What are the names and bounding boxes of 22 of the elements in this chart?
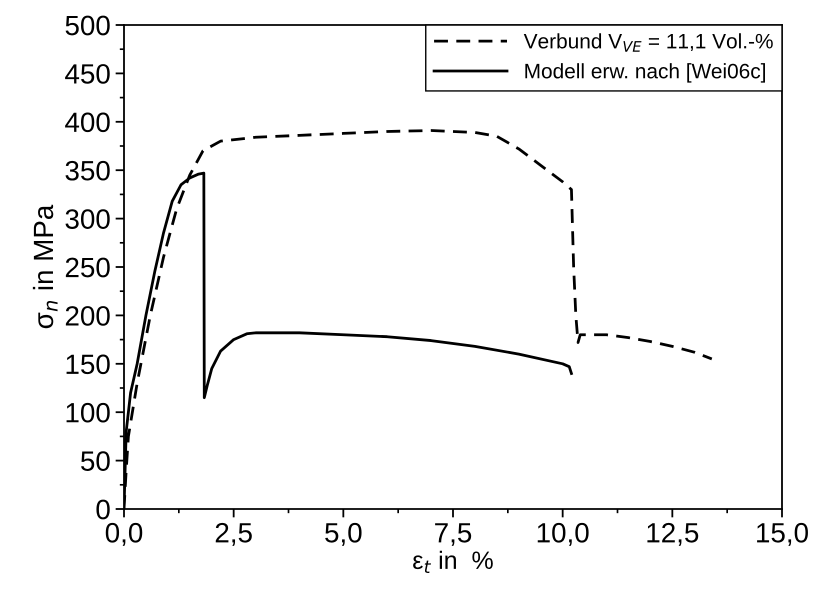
y-tick-label: 450 (65, 64, 110, 84)
y-tick-label: 150 (66, 354, 110, 374)
x-tick-label: 5,0 (325, 522, 362, 546)
x-tick-label: 7,5 (435, 523, 472, 546)
y-tick-label: 50 (81, 451, 110, 471)
x-tick-label: 10,0 (538, 522, 589, 546)
y-axis-title: σ$_{n}$ in MPa (32, 204, 58, 328)
x-tick-label: 15,0 (757, 522, 808, 546)
y-tick-label: 100 (66, 402, 110, 423)
legend-label: Modell erw. nach [Wei06c] (525, 63, 765, 83)
y-tick-label: 0 (96, 500, 110, 520)
y-tick-label: 500 (66, 16, 110, 36)
x-tick-label: 2,5 (216, 522, 252, 546)
legend-label: Verbund V$_{VE}$ = 11,1 Vol.-% (524, 33, 773, 52)
x-tick-label: 0,0 (106, 522, 142, 546)
y-tick-label: 300 (66, 209, 110, 229)
y-tick-label: 400 (65, 112, 110, 132)
y-tick-label: 250 (66, 258, 110, 278)
y-tick-label: 200 (66, 306, 110, 326)
y-tick-label: 350 (66, 160, 110, 181)
x-tick-label: 12,5 (647, 522, 698, 546)
x-axis-title: ε$_{t}$ in % (413, 550, 493, 573)
